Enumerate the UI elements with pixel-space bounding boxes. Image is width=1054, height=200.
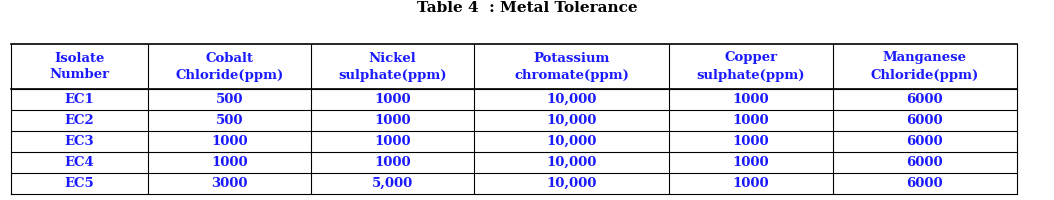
Text: 1000: 1000 — [374, 93, 411, 106]
Text: 500: 500 — [215, 93, 243, 106]
Text: 1000: 1000 — [211, 135, 248, 148]
Text: 1000: 1000 — [733, 177, 769, 190]
Text: 10,000: 10,000 — [547, 114, 597, 127]
Text: 1000: 1000 — [733, 156, 769, 169]
Text: 6000: 6000 — [906, 156, 943, 169]
Text: 1000: 1000 — [374, 135, 411, 148]
Text: 6000: 6000 — [906, 177, 943, 190]
Text: 10,000: 10,000 — [547, 177, 597, 190]
Text: Manganese
Chloride(ppm): Manganese Chloride(ppm) — [871, 51, 979, 82]
Text: 1000: 1000 — [374, 156, 411, 169]
Text: 1000: 1000 — [211, 156, 248, 169]
Text: EC3: EC3 — [64, 135, 94, 148]
Text: Cobalt
Chloride(ppm): Cobalt Chloride(ppm) — [175, 51, 284, 82]
Text: 5,000: 5,000 — [372, 177, 413, 190]
Text: 6000: 6000 — [906, 135, 943, 148]
Text: EC5: EC5 — [64, 177, 94, 190]
Text: 10,000: 10,000 — [547, 135, 597, 148]
Text: Potassium
chromate(ppm): Potassium chromate(ppm) — [514, 51, 629, 82]
Text: 6000: 6000 — [906, 114, 943, 127]
Text: 1000: 1000 — [733, 135, 769, 148]
Text: EC1: EC1 — [64, 93, 94, 106]
Text: Isolate
Number: Isolate Number — [48, 51, 110, 82]
Text: 6000: 6000 — [906, 93, 943, 106]
Text: Nickel
sulphate(ppm): Nickel sulphate(ppm) — [338, 51, 447, 82]
Text: 1000: 1000 — [733, 114, 769, 127]
Text: 10,000: 10,000 — [547, 156, 597, 169]
Text: Table 4  : Metal Tolerance: Table 4 : Metal Tolerance — [416, 1, 638, 15]
Text: EC2: EC2 — [64, 114, 94, 127]
Text: 1000: 1000 — [374, 114, 411, 127]
Text: EC4: EC4 — [64, 156, 94, 169]
Text: 3000: 3000 — [211, 177, 248, 190]
Text: 500: 500 — [215, 114, 243, 127]
Text: 1000: 1000 — [733, 93, 769, 106]
Text: Copper
sulphate(ppm): Copper sulphate(ppm) — [697, 51, 805, 82]
Text: 10,000: 10,000 — [547, 93, 597, 106]
